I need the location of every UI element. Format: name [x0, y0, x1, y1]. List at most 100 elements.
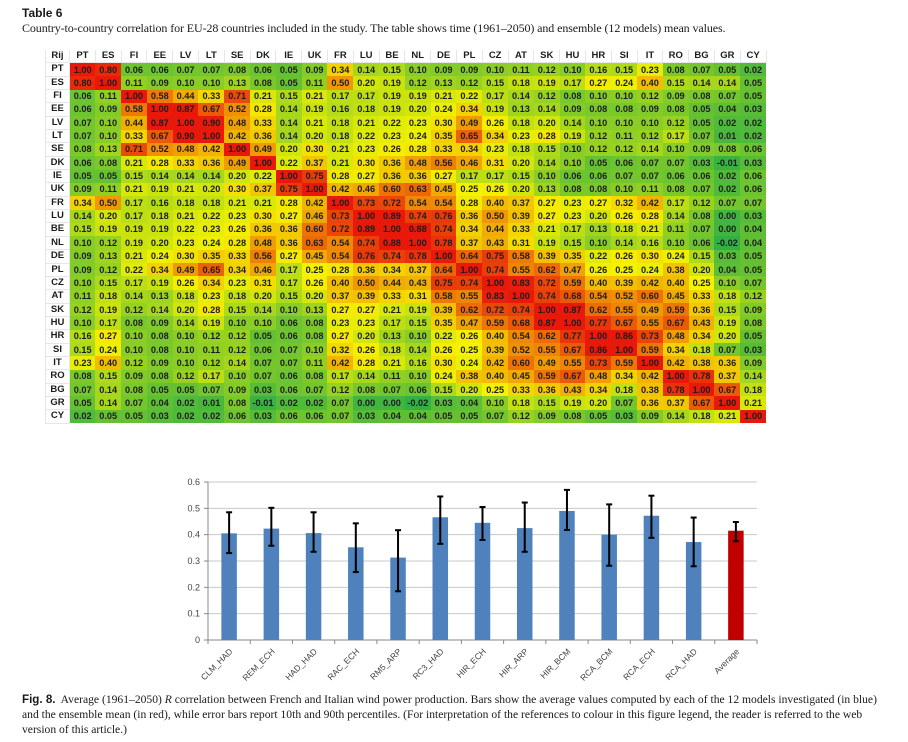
correlation-cell: 0.05	[688, 116, 715, 130]
row-header: SI	[45, 343, 70, 357]
correlation-cell: 0.08	[353, 383, 380, 397]
table-caption: Country-to-country correlation for EU-28…	[22, 21, 726, 35]
correlation-cell: 0.21	[714, 409, 741, 424]
correlation-cell: 0.20	[714, 329, 741, 344]
bar	[474, 522, 491, 640]
correlation-cell: 0.73	[637, 329, 663, 344]
correlation-cell: 0.78	[662, 383, 689, 397]
category-label: HAD_HAD	[283, 646, 319, 682]
correlation-cell: 0.20	[301, 289, 328, 304]
correlation-cell: 0.24	[637, 263, 663, 277]
correlation-cell: 0.45	[301, 249, 328, 263]
row-header: DK	[45, 156, 70, 171]
correlation-cell: 0.42	[662, 356, 689, 370]
figure-label: Fig. 8.	[22, 693, 56, 706]
correlation-cell: 0.30	[637, 249, 663, 263]
correlation-cell: 0.72	[327, 222, 354, 237]
correlation-cell: 0.01	[198, 396, 225, 410]
correlation-cell: 0.34	[456, 102, 483, 117]
correlation-cell: 0.07	[482, 409, 509, 424]
correlation-cell: 0.58	[121, 102, 147, 117]
correlation-cell: 0.27	[533, 196, 560, 210]
correlation-cell: 0.10	[301, 343, 328, 357]
correlation-cell: 0.11	[198, 343, 225, 357]
correlation-cell: 0.22	[456, 89, 483, 103]
correlation-cell: 0.10	[172, 76, 199, 90]
correlation-cell: 0.75	[275, 182, 302, 197]
correlation-cell: 0.20	[456, 383, 483, 397]
correlation-cell: 0.40	[482, 196, 509, 210]
correlation-cell: 0.04	[740, 236, 767, 250]
correlation-cell: 0.05	[121, 409, 147, 424]
correlation-cell: 0.07	[327, 396, 354, 410]
correlation-cell: 0.02	[69, 409, 96, 424]
correlation-cell: 0.19	[482, 102, 509, 117]
row-header: SE	[45, 142, 70, 157]
correlation-cell: 0.06	[275, 369, 302, 384]
correlation-cell: 0.14	[611, 236, 638, 250]
correlation-cell: 0.17	[482, 89, 509, 103]
correlation-cell: 0.23	[327, 316, 354, 330]
correlation-cell: 0.08	[301, 369, 328, 384]
correlation-cell: 0.28	[146, 156, 173, 170]
correlation-cell: 0.28	[353, 356, 380, 370]
bar	[263, 528, 280, 640]
correlation-cell: 0.21	[327, 142, 354, 157]
table-row: LV 0.07 0.10 0.44 0.87 1.00 0.90 0.48 0.33 0.14 0.…	[45, 116, 767, 131]
correlation-cell: 0.24	[430, 102, 457, 117]
correlation-cell: 0.36	[250, 222, 276, 237]
correlation-cell: 0.28	[456, 196, 483, 210]
correlation-cell: 0.02	[714, 169, 741, 183]
correlation-cell: 0.10	[637, 116, 663, 130]
correlation-cell: 0.23	[482, 142, 509, 157]
correlation-cell: 0.10	[482, 62, 509, 77]
correlation-cell: 0.19	[379, 89, 405, 103]
correlation-cell: 0.67	[662, 316, 689, 330]
table-row: NL 0.10 0.12 0.19 0.20 0.23 0.24 0.28 0.48 0.36 0.…	[45, 236, 767, 251]
correlation-cell: 0.42	[637, 196, 663, 210]
correlation-cell: 0.15	[69, 222, 96, 237]
column-header: BG	[688, 50, 715, 64]
column-header: RO	[662, 50, 690, 64]
correlation-cell: 0.80	[95, 62, 122, 77]
correlation-cell: 0.18	[611, 222, 638, 237]
correlation-cell: 0.20	[585, 396, 612, 410]
row-header: UK	[45, 182, 70, 197]
correlation-cell: 0.07	[250, 356, 276, 370]
correlation-cell: 0.06	[250, 343, 276, 357]
correlation-cell: 0.12	[95, 263, 122, 277]
correlation-cell: 0.08	[95, 156, 122, 170]
correlation-cell: 0.12	[95, 236, 122, 250]
correlation-cell: 0.40	[95, 356, 122, 370]
correlation-cell: 0.18	[224, 289, 251, 304]
correlation-cell: 0.38	[662, 263, 689, 277]
correlation-cell: 0.14	[250, 303, 276, 317]
category-label: RCA_BCM	[578, 646, 614, 682]
correlation-cell: 0.27	[327, 329, 354, 344]
correlation-cell: 0.06	[688, 236, 715, 250]
correlation-cell: 0.25	[482, 383, 509, 397]
correlation-cell: 0.16	[69, 329, 96, 344]
correlation-cell: 0.67	[714, 383, 741, 397]
correlation-cell: 0.20	[198, 182, 225, 197]
correlation-cell: 0.06	[740, 169, 767, 183]
correlation-cell: 0.59	[559, 276, 586, 290]
correlation-cell: 0.64	[456, 249, 483, 263]
correlation-cell: 1.00	[224, 142, 251, 157]
correlation-cell: 0.10	[662, 142, 689, 157]
correlation-cell: 0.78	[404, 249, 431, 263]
correlation-cell: 0.73	[327, 209, 354, 223]
table-title: Table 6	[22, 6, 63, 20]
correlation-cell: 0.42	[301, 196, 328, 210]
y-tick-label: 0.1	[187, 609, 200, 619]
correlation-cell: 0.06	[275, 316, 302, 330]
correlation-cell: 0.34	[146, 263, 173, 277]
correlation-cell: 0.26	[430, 343, 457, 357]
correlation-cell: 0.01	[714, 129, 741, 143]
correlation-cell: 0.59	[637, 343, 663, 357]
correlation-cell: 0.02	[714, 116, 741, 130]
correlation-cell: 0.24	[95, 343, 122, 357]
correlation-cell: 0.19	[198, 316, 225, 330]
correlation-cell: 0.20	[250, 289, 276, 304]
correlation-cell: 1.00	[740, 409, 767, 424]
